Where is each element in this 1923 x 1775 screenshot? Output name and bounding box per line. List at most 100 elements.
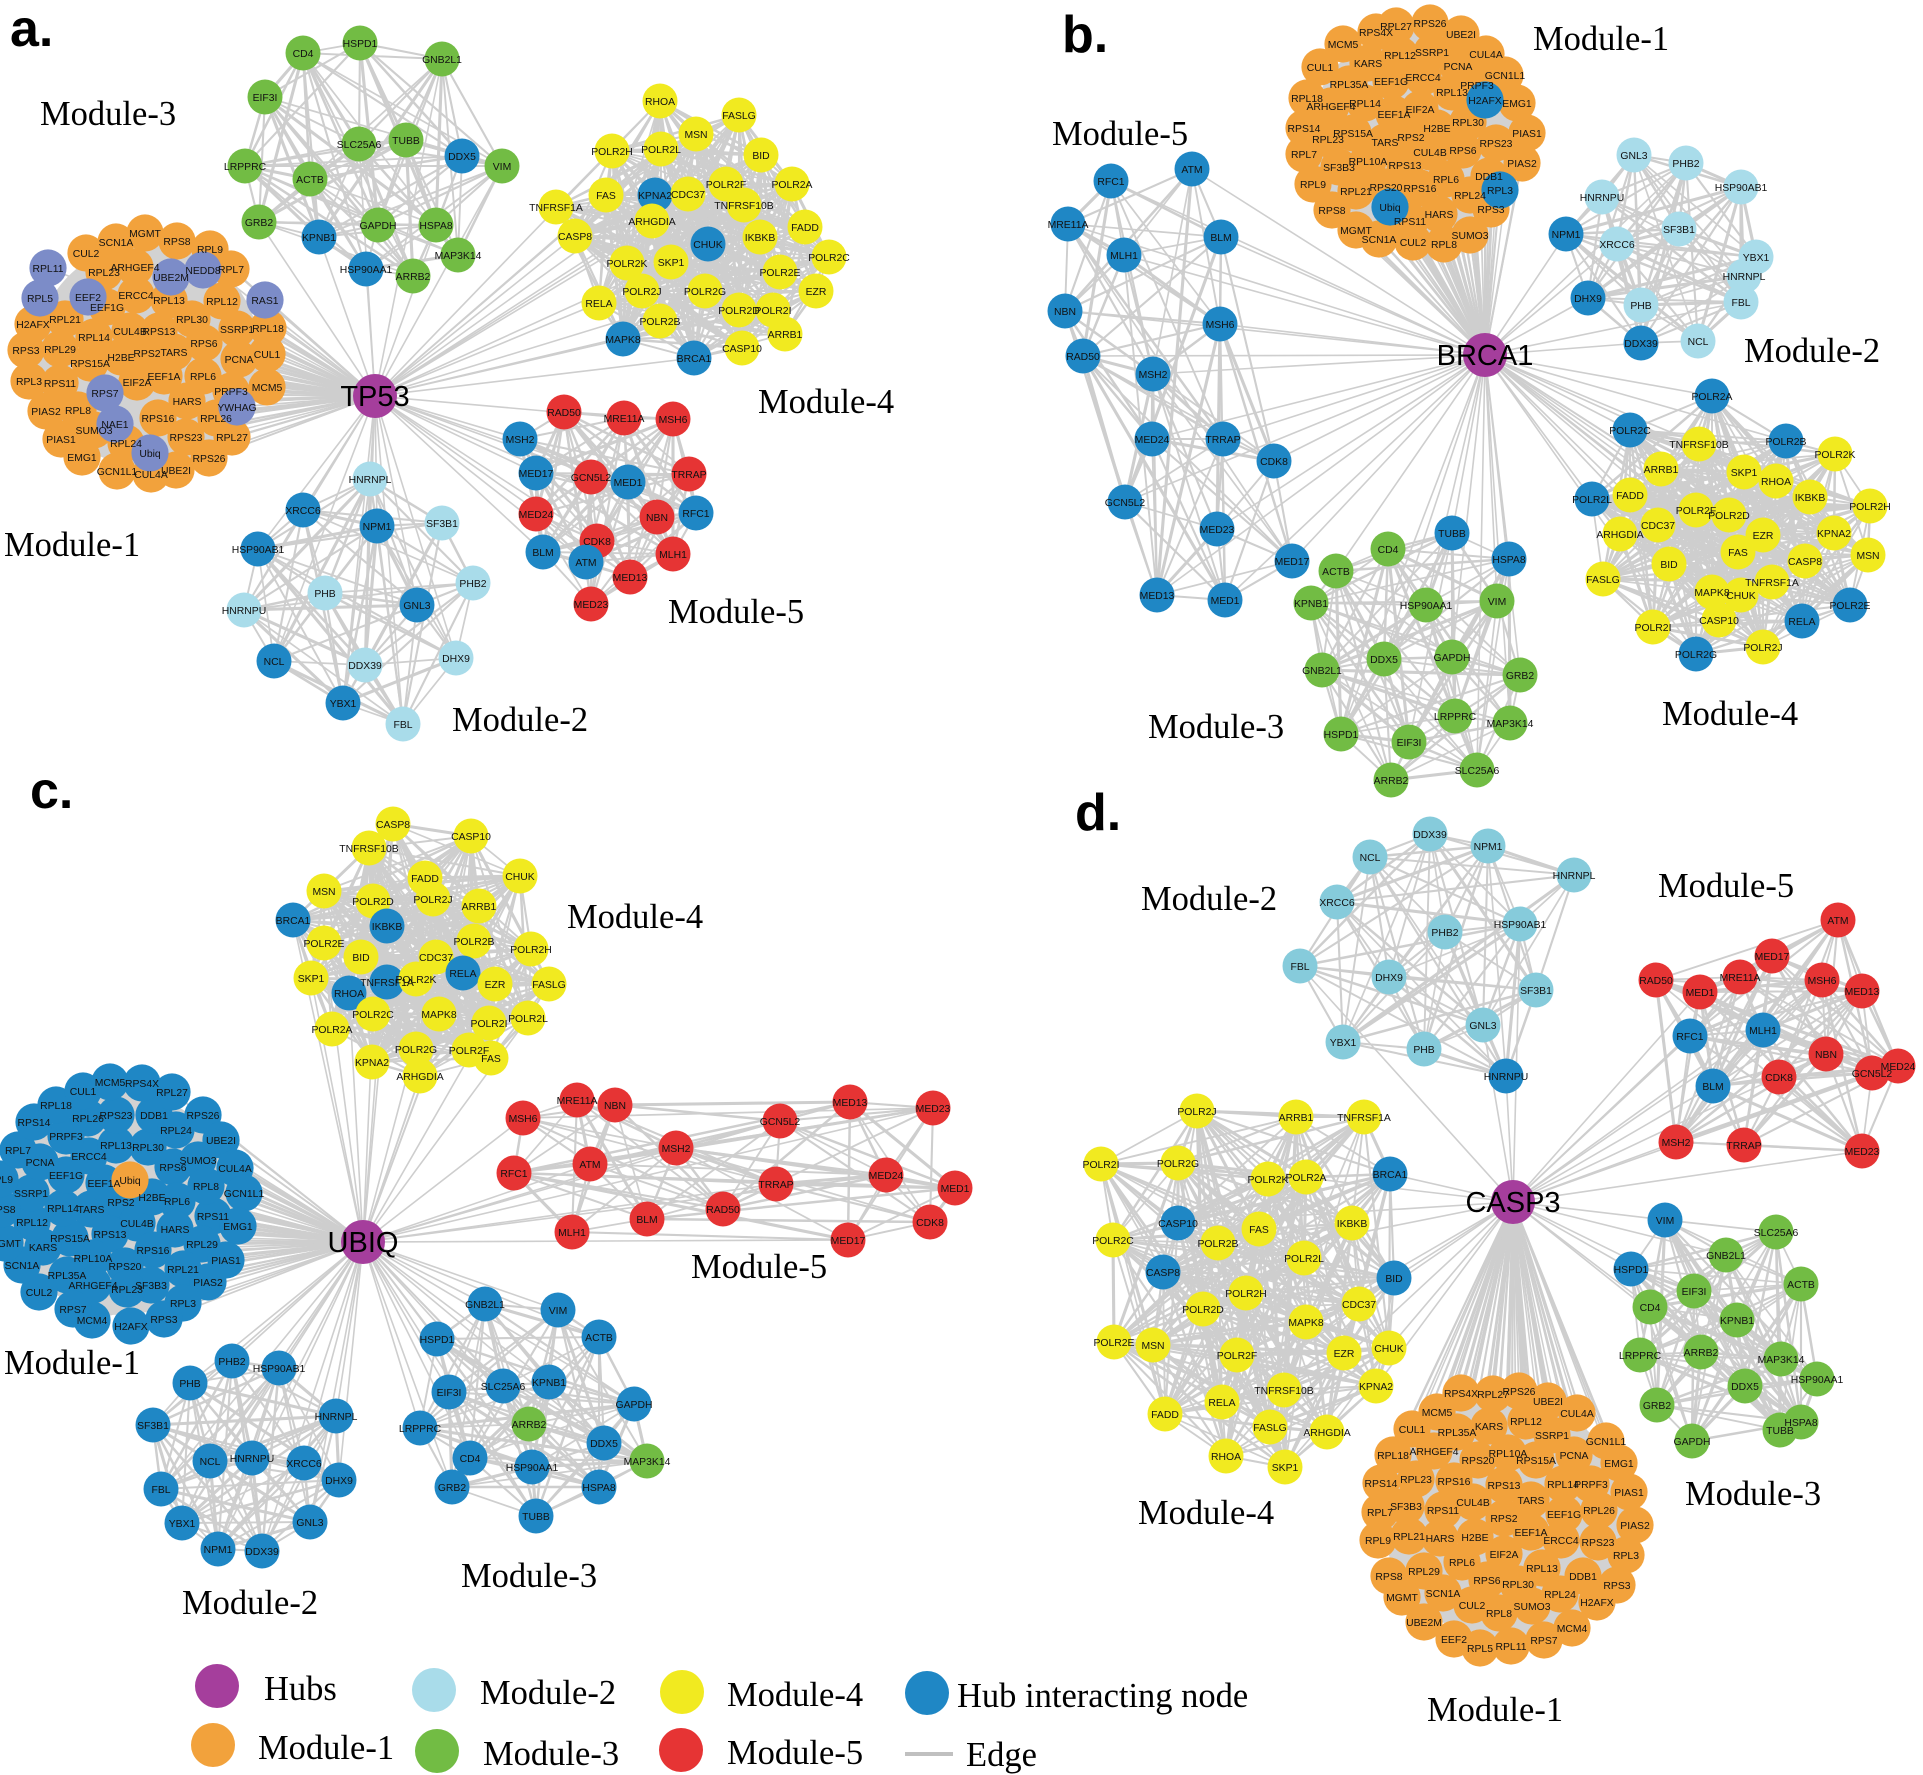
- svg-text:POLR2H: POLR2H: [510, 945, 552, 956]
- svg-text:Module-3: Module-3: [1148, 708, 1284, 746]
- svg-text:Module-4: Module-4: [1138, 1494, 1274, 1532]
- svg-text:MRE11A: MRE11A: [1720, 973, 1761, 984]
- svg-text:HARS: HARS: [1425, 210, 1454, 221]
- svg-text:RAD50: RAD50: [706, 1205, 740, 1216]
- svg-text:MSH2: MSH2: [506, 435, 535, 446]
- svg-text:RPS4X: RPS4X: [1444, 1389, 1478, 1400]
- svg-text:RPS23: RPS23: [170, 433, 203, 444]
- svg-text:CDK8: CDK8: [1260, 457, 1288, 468]
- svg-text:Module-1: Module-1: [1427, 1691, 1563, 1729]
- svg-text:FAS: FAS: [481, 1054, 501, 1065]
- svg-text:RPL7: RPL7: [1367, 1508, 1393, 1519]
- svg-text:H2BE: H2BE: [138, 1193, 165, 1204]
- svg-text:RPL12: RPL12: [16, 1218, 48, 1229]
- svg-text:POLR2E: POLR2E: [1829, 601, 1870, 612]
- svg-text:CUL4A: CUL4A: [1560, 1409, 1594, 1420]
- svg-text:SKP1: SKP1: [1731, 468, 1758, 479]
- svg-text:CUL1: CUL1: [1399, 1425, 1426, 1436]
- svg-text:CDK8: CDK8: [1765, 1073, 1793, 1084]
- svg-text:H2AFX: H2AFX: [1468, 96, 1502, 107]
- svg-text:DDX5: DDX5: [590, 1439, 618, 1450]
- svg-text:RPS20: RPS20: [109, 1262, 142, 1273]
- svg-text:PIAS2: PIAS2: [1507, 159, 1537, 170]
- svg-text:IKBKB: IKBKB: [372, 922, 403, 933]
- svg-text:RPL30: RPL30: [1452, 118, 1484, 129]
- svg-text:ARHGDIA: ARHGDIA: [628, 217, 675, 228]
- svg-text:POLR2J: POLR2J: [622, 287, 661, 298]
- svg-text:RPL6: RPL6: [190, 372, 216, 383]
- svg-text:RAD50: RAD50: [1066, 352, 1100, 363]
- svg-text:CDK8: CDK8: [583, 537, 611, 548]
- svg-text:UBE2I: UBE2I: [161, 466, 191, 477]
- svg-text:EEF1G: EEF1G: [1547, 1510, 1581, 1521]
- svg-text:PCNA: PCNA: [1560, 1451, 1589, 1462]
- svg-text:CASP10: CASP10: [1699, 616, 1739, 627]
- svg-text:POLR2J: POLR2J: [1743, 643, 1782, 654]
- svg-text:RPL5: RPL5: [1467, 1644, 1493, 1655]
- svg-text:EEF2: EEF2: [75, 293, 101, 304]
- svg-text:KARS: KARS: [1475, 1422, 1503, 1433]
- svg-text:POLR2K: POLR2K: [1247, 1175, 1288, 1186]
- svg-text:RFC1: RFC1: [500, 1169, 527, 1180]
- svg-text:GCN1L1: GCN1L1: [224, 1189, 265, 1200]
- svg-text:RPL23: RPL23: [1312, 135, 1344, 146]
- svg-text:CASP8: CASP8: [1146, 1268, 1180, 1279]
- svg-text:RPS4X: RPS4X: [1359, 28, 1393, 39]
- svg-text:ERCC4: ERCC4: [1543, 1536, 1578, 1547]
- svg-text:MED1: MED1: [1686, 988, 1715, 999]
- svg-text:CUL1: CUL1: [1307, 63, 1334, 74]
- svg-text:BID: BID: [352, 953, 369, 964]
- svg-text:EEF1A: EEF1A: [1515, 1528, 1548, 1539]
- svg-text:ATM: ATM: [579, 1160, 600, 1171]
- svg-text:GCN5L2: GCN5L2: [1852, 1069, 1893, 1080]
- svg-text:ARHGEF4: ARHGEF4: [1409, 1447, 1458, 1458]
- svg-text:ARRB1: ARRB1: [768, 330, 803, 341]
- svg-text:CUL4A: CUL4A: [1469, 50, 1503, 61]
- svg-text:RPL21: RPL21: [1340, 187, 1372, 198]
- svg-text:CASP10: CASP10: [1158, 1219, 1198, 1230]
- svg-text:RAS1: RAS1: [251, 296, 278, 307]
- svg-text:Module-5: Module-5: [727, 1734, 863, 1772]
- svg-text:POLR2K: POLR2K: [606, 259, 647, 270]
- svg-text:ARHGDIA: ARHGDIA: [1596, 530, 1643, 541]
- svg-text:RPL14: RPL14: [1547, 1480, 1579, 1491]
- svg-text:SLC25A6: SLC25A6: [337, 140, 382, 151]
- svg-text:DDB1: DDB1: [140, 1111, 168, 1122]
- svg-text:XRCC6: XRCC6: [1319, 898, 1354, 909]
- svg-text:POLR2J: POLR2J: [413, 895, 452, 906]
- svg-text:FADD: FADD: [1151, 1410, 1179, 1421]
- svg-text:LRPPRC: LRPPRC: [399, 1424, 442, 1435]
- svg-text:POLR2B: POLR2B: [453, 937, 494, 948]
- svg-text:RPS20: RPS20: [1370, 183, 1403, 194]
- svg-text:DDX39: DDX39: [245, 1547, 279, 1558]
- svg-text:MCM4: MCM4: [1557, 1624, 1588, 1635]
- svg-text:RELA: RELA: [1208, 1398, 1235, 1409]
- svg-text:RPL26: RPL26: [1583, 1506, 1615, 1517]
- svg-text:RPL6: RPL6: [164, 1197, 190, 1208]
- svg-text:BLM: BLM: [532, 548, 553, 559]
- svg-text:EIF2A: EIF2A: [123, 378, 152, 389]
- svg-text:ARRB2: ARRB2: [512, 1420, 547, 1431]
- svg-text:PHB: PHB: [179, 1379, 200, 1390]
- svg-text:HSP90AA1: HSP90AA1: [1400, 601, 1453, 612]
- svg-text:POLR2D: POLR2D: [1182, 1305, 1224, 1316]
- svg-text:LRPPRC: LRPPRC: [1619, 1351, 1662, 1362]
- svg-text:EIF3I: EIF3I: [253, 93, 278, 104]
- svg-text:DDX39: DDX39: [1624, 339, 1658, 350]
- svg-text:BLM: BLM: [1210, 233, 1231, 244]
- svg-text:CHUK: CHUK: [505, 872, 535, 883]
- svg-text:RPL23: RPL23: [1400, 1475, 1432, 1486]
- svg-text:TRRAP: TRRAP: [758, 1180, 793, 1191]
- svg-text:PHB2: PHB2: [459, 579, 486, 590]
- svg-text:HSP90AA1: HSP90AA1: [506, 1463, 559, 1474]
- svg-text:HSPA8: HSPA8: [582, 1483, 616, 1494]
- svg-text:MED24: MED24: [1135, 435, 1170, 446]
- svg-text:VIM: VIM: [1488, 597, 1506, 608]
- svg-text:MED17: MED17: [1275, 557, 1310, 568]
- svg-text:CASP3: CASP3: [1465, 1187, 1560, 1219]
- svg-text:MSH6: MSH6: [1808, 976, 1837, 987]
- svg-text:MED1: MED1: [614, 478, 643, 489]
- svg-text:RPS4X: RPS4X: [125, 1079, 159, 1090]
- svg-text:RPS3: RPS3: [12, 346, 39, 357]
- svg-text:EZR: EZR: [485, 980, 506, 991]
